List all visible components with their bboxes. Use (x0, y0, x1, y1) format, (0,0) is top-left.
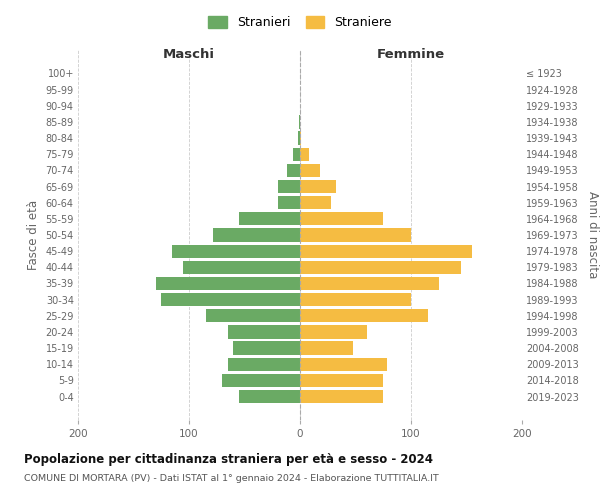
Text: COMUNE DI MORTARA (PV) - Dati ISTAT al 1° gennaio 2024 - Elaborazione TUTTITALIA: COMUNE DI MORTARA (PV) - Dati ISTAT al 1… (24, 474, 439, 483)
Y-axis label: Fasce di età: Fasce di età (27, 200, 40, 270)
Bar (300, 180, 335, 193)
Bar (300, 164, 320, 177)
Bar (299, 116, 300, 128)
Bar (300, 293, 411, 306)
Bar (184, 260, 300, 274)
Y-axis label: Anni di nascita: Anni di nascita (586, 192, 599, 278)
Bar (300, 309, 428, 322)
Bar (239, 390, 300, 403)
Bar (156, 277, 300, 290)
Bar (287, 164, 300, 177)
Bar (300, 196, 331, 209)
Bar (300, 277, 439, 290)
Bar (161, 293, 300, 306)
Bar (214, 228, 300, 241)
Bar (278, 180, 300, 193)
Bar (300, 228, 411, 241)
Bar (300, 358, 386, 371)
Legend: Stranieri, Straniere: Stranieri, Straniere (203, 11, 397, 34)
Bar (233, 342, 300, 354)
Bar (300, 342, 353, 354)
Bar (228, 326, 300, 338)
Bar (300, 244, 472, 258)
Bar (223, 374, 300, 387)
Bar (206, 309, 300, 322)
Text: Maschi: Maschi (163, 48, 215, 60)
Bar (278, 196, 300, 209)
Bar (300, 390, 383, 403)
Bar (293, 148, 300, 161)
Bar (172, 244, 300, 258)
Bar (298, 132, 300, 144)
Bar (300, 260, 461, 274)
Bar (300, 212, 383, 226)
Bar (300, 326, 367, 338)
Bar (300, 132, 301, 144)
Bar (300, 148, 309, 161)
Bar (300, 374, 383, 387)
Bar (239, 212, 300, 226)
Text: Femmine: Femmine (377, 48, 445, 60)
Bar (228, 358, 300, 371)
Text: Popolazione per cittadinanza straniera per età e sesso - 2024: Popolazione per cittadinanza straniera p… (24, 452, 433, 466)
